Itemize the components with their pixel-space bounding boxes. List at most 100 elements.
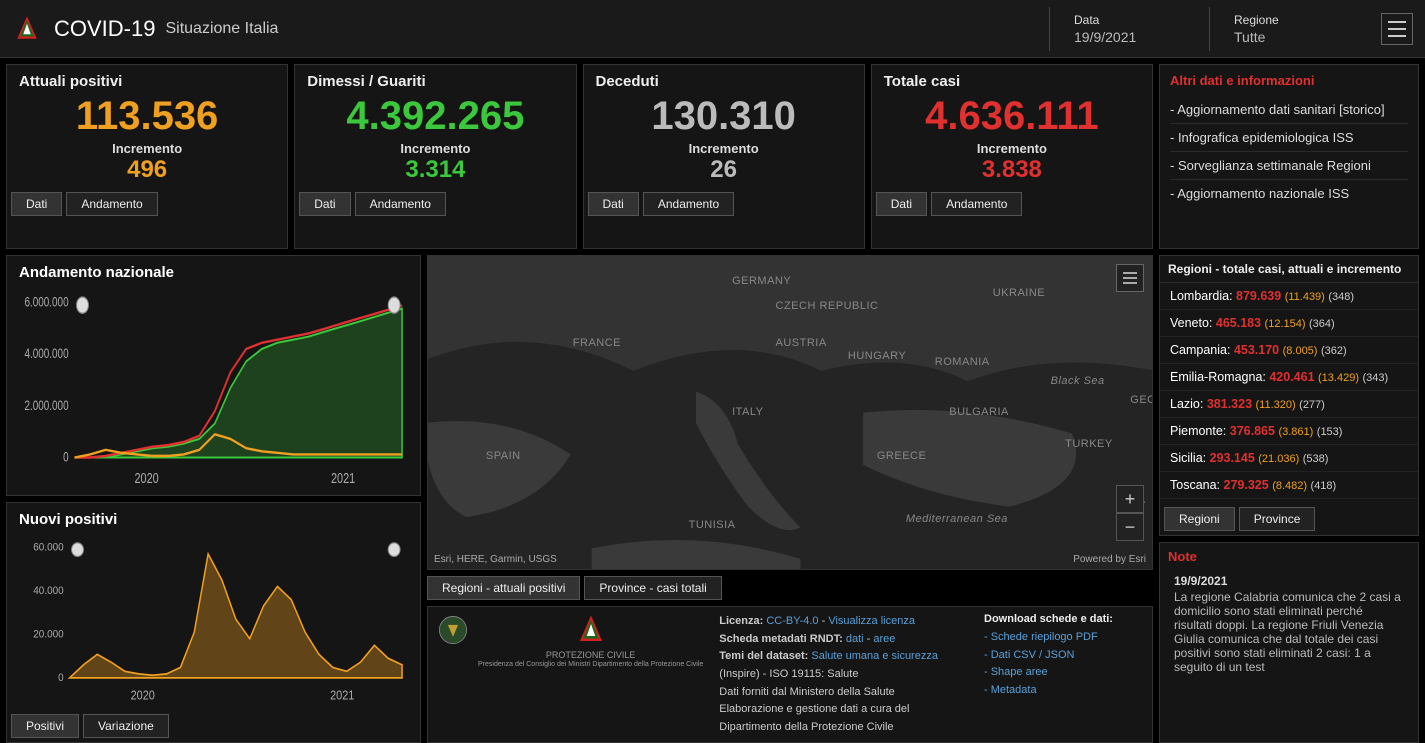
zoom-in-button[interactable]: + [1116, 485, 1144, 513]
note-text: La regione Calabria comunica che 2 casi … [1174, 590, 1404, 674]
tab-map-province[interactable]: Province - casi totali [584, 576, 721, 600]
note-title: Note [1160, 543, 1418, 570]
header: COVID-19 Situazione Italia Data 19/9/202… [0, 0, 1425, 58]
note-date: 19/9/2021 [1174, 574, 1404, 588]
logo-label: PROTEZIONE CIVILE [478, 651, 703, 661]
tab-variazione[interactable]: Variazione [83, 714, 169, 738]
region-row[interactable]: Toscana: 279.325 (8.482) (418) [1160, 472, 1418, 499]
link-aree[interactable]: aree [873, 633, 895, 645]
incremento-label: Incremento [295, 141, 575, 156]
card-increment: 496 [7, 156, 287, 188]
card-totale-casi: Totale casi 4.636.111 Incremento 3.838 D… [871, 64, 1153, 249]
header-region: Regione Tutte [1209, 7, 1369, 51]
map-canvas [428, 256, 1152, 569]
tab-dati[interactable]: Dati [299, 192, 350, 216]
repubblica-italiana-logo-icon [436, 613, 470, 651]
sideinfo-link[interactable]: - Sorveglianza settimanale Regioni [1170, 151, 1408, 179]
app-subtitle: Situazione Italia [165, 20, 278, 38]
card-value: 4.636.111 [872, 92, 1152, 141]
footer-downloads: Download schede e dati: - Schede riepilo… [984, 613, 1144, 736]
region-row[interactable]: Lazio: 381.323 (11.320) (277) [1160, 391, 1418, 418]
card-value: 113.536 [7, 92, 287, 141]
svg-text:0: 0 [58, 672, 64, 685]
area-chart[interactable]: 020.00040.00060.00020202021 [15, 536, 412, 706]
chart-nuovi-positivi: Nuovi positivi 020.00040.00060.000202020… [6, 502, 421, 743]
svg-text:2.000.000: 2.000.000 [24, 397, 68, 413]
region-row[interactable]: Emilia-Romagna: 420.461 (13.429) (343) [1160, 364, 1418, 391]
link-view-license[interactable]: Visualizza licenza [828, 615, 915, 627]
tab-andamento[interactable]: Andamento [931, 192, 1022, 216]
link-license[interactable]: CC-BY-4.0 [766, 615, 818, 627]
note-panel: Note 19/9/2021 La regione Calabria comun… [1159, 542, 1419, 743]
tab-dati[interactable]: Dati [876, 192, 927, 216]
svg-text:0: 0 [63, 449, 69, 465]
footer-metadata: Licenza: CC-BY-4.0 - Visualizza licenza … [719, 613, 968, 736]
header-date: Data 19/9/2021 [1049, 7, 1209, 51]
tab-dati[interactable]: Dati [588, 192, 639, 216]
card-title: Deceduti [584, 65, 864, 92]
line-chart[interactable]: 02.000.0004.000.0006.000.00020202021 [15, 289, 412, 491]
date-label: Data [1074, 13, 1185, 27]
link-metadata[interactable]: - Metadata [984, 682, 1144, 700]
date-value: 19/9/2021 [1074, 29, 1185, 45]
map-attribution: Esri, HERE, Garmin, USGS [434, 554, 557, 565]
app-title: COVID-19 [54, 16, 155, 42]
svg-text:2021: 2021 [330, 689, 354, 703]
svg-text:2020: 2020 [134, 469, 158, 486]
card-dimessi-guariti: Dimessi / Guariti 4.392.265 Incremento 3… [294, 64, 576, 249]
tab-map-regioni[interactable]: Regioni - attuali positivi [427, 576, 580, 600]
card-title: Totale casi [872, 65, 1152, 92]
card-deceduti: Deceduti 130.310 Incremento 26 Dati Anda… [583, 64, 865, 249]
map-powered-by: Powered by Esri [1073, 554, 1146, 565]
incremento-label: Incremento [584, 141, 864, 156]
region-row[interactable]: Campania: 453.170 (8.005) (362) [1160, 337, 1418, 364]
sideinfo-link[interactable]: - Aggiornamento dati sanitari [storico] [1170, 96, 1408, 123]
card-increment: 3.838 [872, 156, 1152, 188]
card-increment: 26 [584, 156, 864, 188]
region-label: Regione [1234, 13, 1345, 27]
footer-info: PROTEZIONE CIVILE Presidenza del Consigl… [427, 606, 1153, 743]
link-pdf[interactable]: - Schede riepilogo PDF [984, 629, 1144, 647]
chart-title: Nuovi positivi [7, 503, 420, 532]
chart-title: Andamento nazionale [7, 256, 420, 285]
svg-text:4.000.000: 4.000.000 [24, 346, 68, 362]
map[interactable]: GERMANYCZECH REPUBLICFRANCEAUSTRIAHUNGAR… [427, 255, 1153, 570]
incremento-label: Incremento [872, 141, 1152, 156]
region-row[interactable]: Sicilia: 293.145 (21.036) (538) [1160, 445, 1418, 472]
svg-text:40.000: 40.000 [33, 585, 63, 598]
protezione-civile-logo-icon: PROTEZIONE CIVILE Presidenza del Consigl… [478, 613, 703, 669]
tab-dati[interactable]: Dati [11, 192, 62, 216]
svg-text:2021: 2021 [331, 469, 355, 486]
altri-dati-title: Altri dati e informazioni [1170, 73, 1408, 88]
legend-icon[interactable] [1116, 264, 1144, 292]
tab-province[interactable]: Province [1239, 507, 1316, 531]
tab-positivi[interactable]: Positivi [11, 714, 79, 738]
link-shape[interactable]: - Shape aree [984, 664, 1144, 682]
chart-andamento-nazionale: Andamento nazionale 02.000.0004.000.0006… [6, 255, 421, 496]
card-increment: 3.314 [295, 156, 575, 188]
card-value: 130.310 [584, 92, 864, 141]
card-value: 4.392.265 [295, 92, 575, 141]
sideinfo-link[interactable]: - Aggiornamento nazionale ISS [1170, 179, 1408, 207]
svg-text:60.000: 60.000 [33, 541, 63, 554]
tab-andamento[interactable]: Andamento [66, 192, 157, 216]
sideinfo-link[interactable]: - Infografica epidemiologica ISS [1170, 123, 1408, 151]
svg-text:2020: 2020 [131, 689, 156, 703]
download-header: Download schede e dati: [984, 613, 1144, 625]
tab-andamento[interactable]: Andamento [355, 192, 446, 216]
altri-dati-panel: Altri dati e informazioni - Aggiornament… [1159, 64, 1419, 249]
card-title: Attuali positivi [7, 65, 287, 92]
card-title: Dimessi / Guariti [295, 65, 575, 92]
region-row[interactable]: Veneto: 465.183 (12.154) (364) [1160, 310, 1418, 337]
zoom-out-button[interactable]: − [1116, 513, 1144, 541]
link-csv-json[interactable]: - Dati CSV / JSON [984, 647, 1144, 665]
regions-title: Regioni - totale casi, attuali e increme… [1160, 256, 1418, 283]
link-dati[interactable]: dati [846, 633, 864, 645]
region-row[interactable]: Lombardia: 879.639 (11.439) (348) [1160, 283, 1418, 310]
region-row[interactable]: Piemonte: 376.865 (3.861) (153) [1160, 418, 1418, 445]
hamburger-menu-icon[interactable] [1381, 13, 1413, 45]
tab-regioni[interactable]: Regioni [1164, 507, 1235, 531]
link-temi[interactable]: Salute umana e sicurezza [811, 650, 938, 662]
tab-andamento[interactable]: Andamento [643, 192, 734, 216]
region-value: Tutte [1234, 29, 1345, 45]
